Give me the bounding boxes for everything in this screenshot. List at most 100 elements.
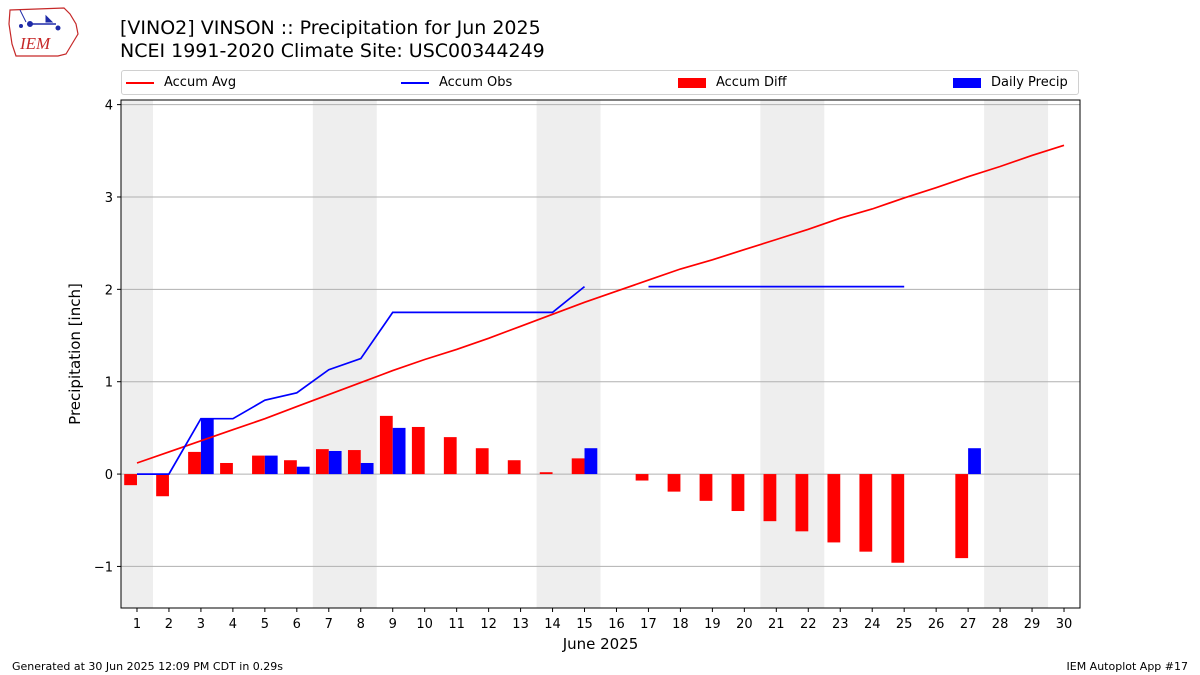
app-credit: IEM Autoplot App #17 <box>1066 660 1189 673</box>
xtick-label-17: 17 <box>640 617 657 632</box>
legend-item-accum-obs: Accum Obs <box>401 71 512 94</box>
legend-label-accum-diff: Accum Diff <box>716 75 787 90</box>
weekend-shade-1 <box>312 100 377 608</box>
bar-daily-precip-day-5 <box>264 455 278 475</box>
iem-logo: IEM <box>8 7 79 57</box>
legend-swatch-accum-avg <box>126 81 154 84</box>
chart-subtitle: NCEI 1991-2020 Climate Site: USC00344249 <box>120 40 545 62</box>
legend-item-accum-diff: Accum Diff <box>678 71 787 94</box>
plot-frame <box>120 99 1081 609</box>
chart-title: [VINO2] VINSON :: Precipitation for Jun … <box>120 17 541 39</box>
bar-daily-precip-day-27 <box>968 448 981 475</box>
bar-accum-diff-day-15 <box>571 458 585 475</box>
bar-accum-diff-day-18 <box>667 474 681 492</box>
bar-accum-diff-day-3 <box>188 451 201 475</box>
accum-avg-line-segment-0 <box>136 144 1065 464</box>
xtick-label-20: 20 <box>736 617 753 632</box>
xtick-label-21: 21 <box>768 617 785 632</box>
legend-item-accum-avg: Accum Avg <box>126 71 236 94</box>
xtick-label-12: 12 <box>480 617 497 632</box>
xtick-label-25: 25 <box>896 617 913 632</box>
xtick-label-26: 26 <box>928 617 945 632</box>
accum-obs-line-segment-0 <box>137 285 586 475</box>
bar-accum-diff-day-25 <box>891 474 905 563</box>
xtick-label-27: 27 <box>960 617 977 632</box>
legend-label-accum-avg: Accum Avg <box>164 75 237 90</box>
bar-accum-diff-day-14 <box>539 472 553 475</box>
weather-station-icon <box>19 9 61 31</box>
ytick-label--1: −1 <box>94 560 113 575</box>
bar-accum-diff-day-6 <box>284 460 297 475</box>
xtick-label-15: 15 <box>576 617 593 632</box>
xtick-label-6: 6 <box>293 617 301 632</box>
bar-accum-diff-day-1 <box>124 474 137 486</box>
bar-daily-precip-day-7 <box>328 450 342 475</box>
ytick-label-1: 1 <box>105 376 113 391</box>
bar-accum-diff-day-20 <box>731 474 745 512</box>
y-axis-label: Precipitation [inch] <box>66 283 84 425</box>
bar-accum-diff-day-5 <box>252 455 265 475</box>
bar-accum-diff-day-17 <box>635 474 649 481</box>
bar-daily-precip-day-9 <box>392 427 406 475</box>
xtick-label-18: 18 <box>672 617 689 632</box>
bar-daily-precip-day-8 <box>360 462 374 475</box>
bar-accum-diff-day-10 <box>411 426 425 475</box>
xtick-label-23: 23 <box>832 617 849 632</box>
bar-accum-diff-day-21 <box>763 474 777 522</box>
xtick-label-16: 16 <box>608 617 625 632</box>
bar-daily-precip-day-15 <box>584 448 598 475</box>
xtick-label-2: 2 <box>165 617 173 632</box>
bar-accum-diff-day-8 <box>347 450 361 475</box>
xtick-label-30: 30 <box>1056 617 1073 632</box>
legend-label-daily-precip: Daily Precip <box>991 75 1068 90</box>
legend-swatch-accum-obs <box>401 81 429 84</box>
bar-accum-diff-day-4 <box>220 462 233 475</box>
bar-accum-diff-day-27 <box>955 474 969 559</box>
weekend-shade-4 <box>984 100 1049 608</box>
ytick-label-2: 2 <box>105 283 113 298</box>
chart-legend: Accum Avg Accum Obs Accum Diff Daily Pre… <box>121 70 1079 95</box>
bar-accum-diff-day-22 <box>795 474 809 532</box>
iowa-outline <box>8 7 79 57</box>
bar-accum-diff-day-2 <box>156 474 169 497</box>
xtick-label-22: 22 <box>800 617 817 632</box>
weekend-shade-2 <box>536 100 601 608</box>
bar-accum-diff-day-7 <box>315 449 329 475</box>
bar-daily-precip-day-6 <box>296 466 310 475</box>
x-axis-label: June 2025 <box>562 635 639 653</box>
xtick-label-24: 24 <box>864 617 881 632</box>
xtick-label-13: 13 <box>512 617 529 632</box>
xtick-label-19: 19 <box>704 617 721 632</box>
legend-swatch-accum-diff <box>678 77 706 88</box>
xtick-label-7: 7 <box>325 617 333 632</box>
xtick-label-28: 28 <box>992 617 1009 632</box>
bar-accum-diff-day-23 <box>827 474 841 543</box>
xtick-label-1: 1 <box>133 617 141 632</box>
xtick-label-29: 29 <box>1024 617 1041 632</box>
bar-accum-diff-day-19 <box>699 474 713 501</box>
bar-accum-diff-day-9 <box>379 415 393 475</box>
generated-timestamp: Generated at 30 Jun 2025 12:09 PM CDT in… <box>12 660 284 673</box>
xtick-label-4: 4 <box>229 617 237 632</box>
xtick-label-9: 9 <box>389 617 397 632</box>
ytick-label-3: 3 <box>105 191 113 206</box>
xtick-label-11: 11 <box>448 617 465 632</box>
bar-daily-precip-day-3 <box>200 418 214 475</box>
xtick-label-5: 5 <box>261 617 269 632</box>
xtick-label-14: 14 <box>544 617 561 632</box>
logo-text: IEM <box>19 34 51 53</box>
weekend-shade-3 <box>760 100 825 608</box>
legend-item-daily-precip: Daily Precip <box>953 71 1068 94</box>
bar-accum-diff-day-24 <box>859 474 873 552</box>
bar-accum-diff-day-12 <box>475 448 489 475</box>
weekend-shade-0 <box>121 100 153 608</box>
xtick-label-8: 8 <box>357 617 365 632</box>
xtick-label-3: 3 <box>197 617 205 632</box>
bar-accum-diff-day-13 <box>507 460 521 475</box>
ytick-label-0: 0 <box>105 468 113 483</box>
legend-label-accum-obs: Accum Obs <box>439 75 513 90</box>
legend-swatch-daily-precip <box>953 77 981 88</box>
xtick-label-10: 10 <box>416 617 433 632</box>
bar-accum-diff-day-11 <box>443 437 457 475</box>
